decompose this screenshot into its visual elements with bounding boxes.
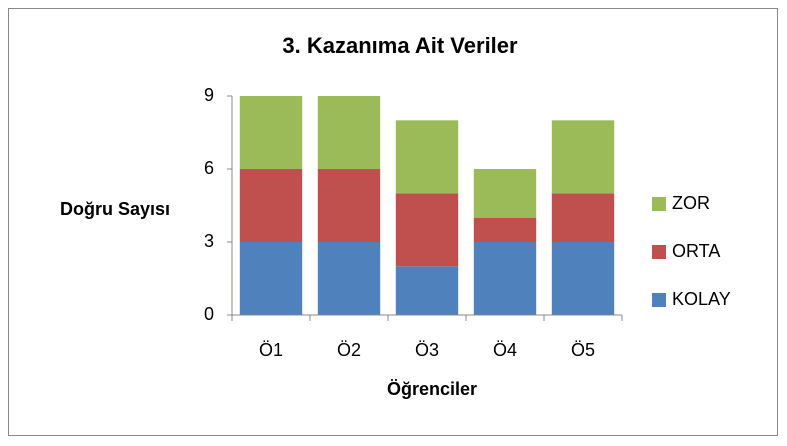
chart-frame xyxy=(8,8,778,436)
x-tick-label: Ö2 xyxy=(337,340,361,360)
bar-segment xyxy=(551,120,615,194)
bar-segment xyxy=(473,242,537,315)
bar-segment xyxy=(395,266,459,315)
bar-segment xyxy=(239,242,303,315)
legend-swatch xyxy=(652,197,666,211)
y-tick-label: 6 xyxy=(204,158,214,178)
bar-segment xyxy=(551,242,615,315)
x-tick-label: Ö1 xyxy=(259,340,283,360)
bar-segment xyxy=(317,169,381,242)
bar-segment xyxy=(395,193,459,267)
legend-label: ZOR xyxy=(672,193,710,213)
bar-segment xyxy=(473,217,537,242)
legend-label: ORTA xyxy=(672,241,720,261)
x-tick-label: Ö4 xyxy=(493,340,517,360)
x-tick-label: Ö3 xyxy=(415,340,439,360)
bar-segment xyxy=(395,120,459,194)
legend-swatch xyxy=(652,245,666,259)
bar-segment xyxy=(239,169,303,242)
bar-segment xyxy=(473,169,537,218)
bar-segment xyxy=(239,96,303,169)
bar-segment xyxy=(317,242,381,315)
x-axis-label: Öğrenciler xyxy=(387,379,477,399)
y-tick-label: 3 xyxy=(204,231,214,251)
y-tick-label: 0 xyxy=(204,304,214,324)
y-tick-label: 9 xyxy=(204,85,214,105)
y-axis-label: Doğru Sayısı xyxy=(60,199,170,219)
x-tick-label: Ö5 xyxy=(571,340,595,360)
legend-swatch xyxy=(652,293,666,307)
chart-title: 3. Kazanıma Ait Veriler xyxy=(282,33,518,58)
legend-label: KOLAY xyxy=(672,289,731,309)
bar-segment xyxy=(317,96,381,169)
bar-segment xyxy=(551,193,615,242)
